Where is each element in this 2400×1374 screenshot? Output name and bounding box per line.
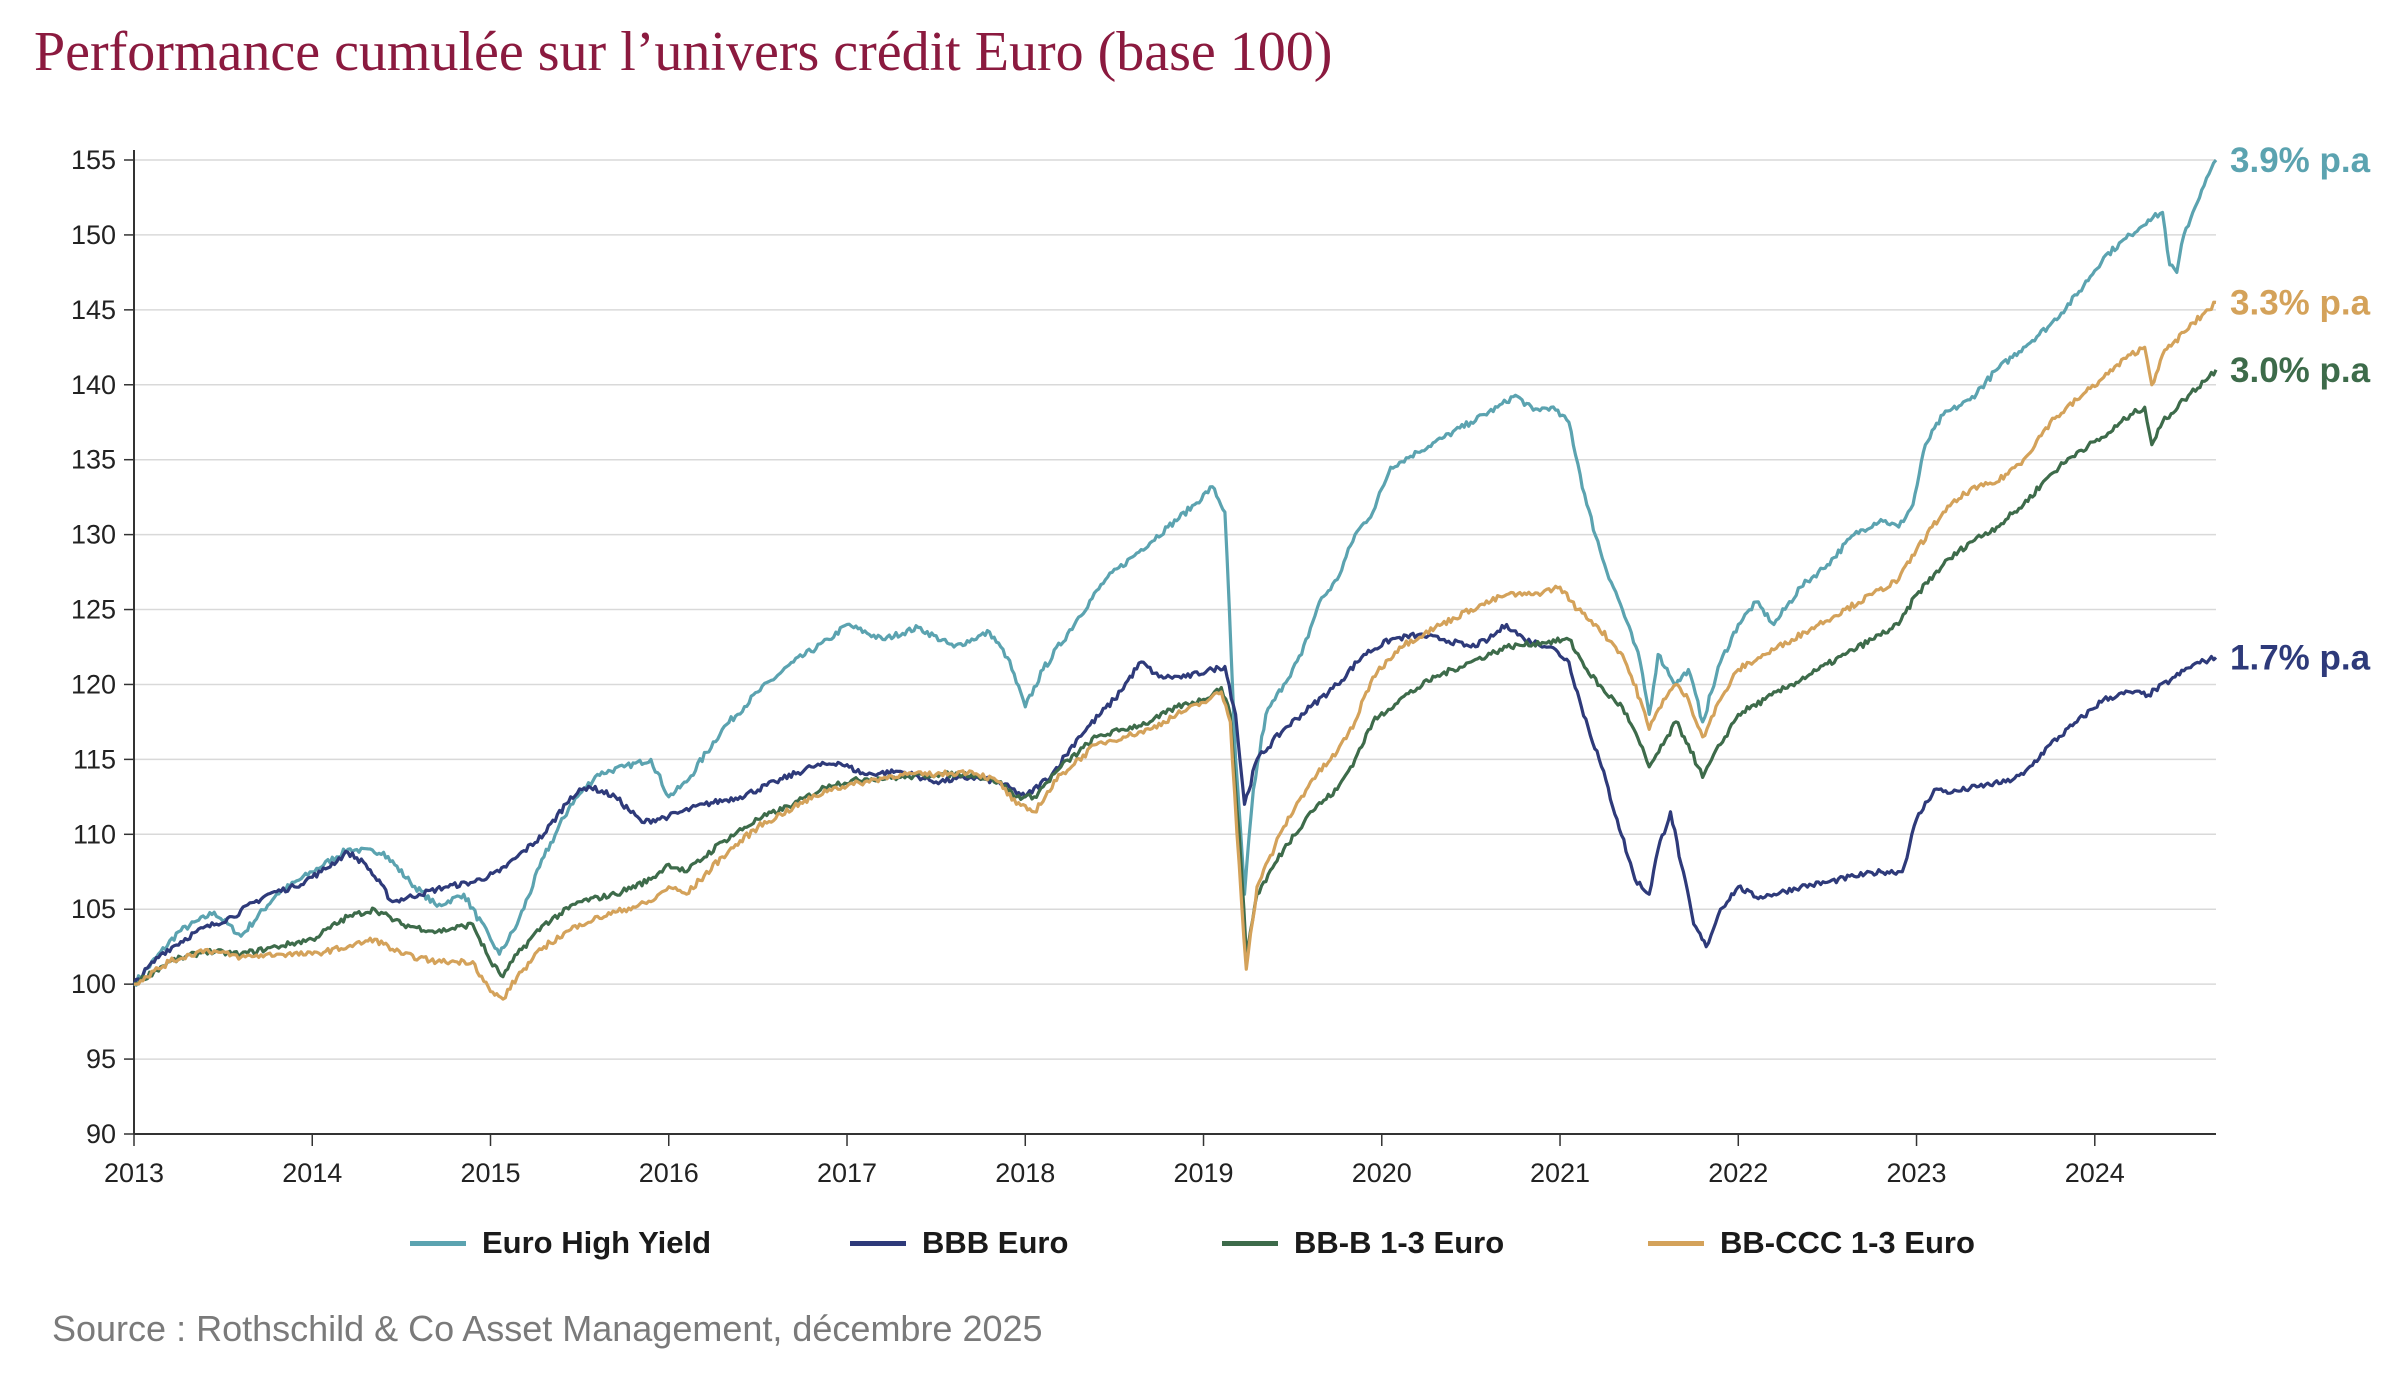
y-tick-label: 110	[73, 819, 116, 849]
legend-label: BB-B 1-3 Euro	[1294, 1225, 1505, 1260]
x-tick-label: 2016	[639, 1158, 699, 1188]
x-tick-label: 2015	[460, 1158, 520, 1188]
series-lines	[132, 159, 2218, 1001]
legend-swatch	[1222, 1240, 1278, 1246]
legend-label: Euro High Yield	[482, 1225, 712, 1260]
y-tick-label: 135	[71, 445, 116, 475]
end-label: 3.9% p.a	[2230, 141, 2371, 180]
y-tick-label: 155	[71, 145, 116, 175]
legend-swatch	[410, 1240, 466, 1246]
series-line-1	[132, 622, 2218, 985]
x-tick-label: 2018	[995, 1158, 1055, 1188]
x-tick-label: 2021	[1530, 1158, 1590, 1188]
end-label: 1.7% p.a	[2230, 638, 2371, 677]
legend-swatch	[850, 1240, 906, 1246]
y-tick-label: 130	[71, 520, 116, 550]
legend-item-bb-ccc-1-3-euro: BB-CCC 1-3 Euro	[1648, 1218, 1975, 1268]
series-line-0	[133, 159, 2218, 987]
y-tick-label: 145	[71, 295, 116, 325]
source-note: Source : Rothschild & Co Asset Managemen…	[52, 1308, 1043, 1349]
y-tick-label: 125	[71, 595, 116, 625]
x-tick-label: 2019	[1173, 1158, 1233, 1188]
y-tick-label: 115	[73, 744, 116, 774]
gridlines	[134, 159, 2216, 1060]
y-tick-label: 120	[71, 669, 116, 699]
x-tick-label: 2013	[104, 1158, 164, 1188]
y-tick-label: 150	[71, 220, 116, 250]
x-tick-label: 2017	[817, 1158, 877, 1188]
legend-item-euro-high-yield: Euro High Yield	[410, 1218, 711, 1268]
legend-label: BBB Euro	[922, 1225, 1069, 1260]
y-tick-label: 90	[86, 1119, 116, 1149]
x-tick-label: 2024	[2065, 1158, 2125, 1188]
legend-swatch	[1648, 1240, 1704, 1246]
series-line-3	[133, 300, 2217, 1001]
legend-item-bb-b-1-3-euro: BB-B 1-3 Euro	[1222, 1218, 1504, 1268]
y-tick-label: 100	[71, 969, 116, 999]
y-tick-label: 105	[71, 894, 116, 924]
x-tick-label: 2023	[1886, 1158, 1946, 1188]
y-tick-label: 140	[71, 370, 116, 400]
series-line-2	[133, 369, 2218, 986]
legend: Euro High Yield BBB Euro BB-B 1-3 Euro B…	[0, 1218, 2400, 1268]
x-tick-label: 2020	[1352, 1158, 1412, 1188]
legend-item-bbb-euro: BBB Euro	[850, 1218, 1068, 1268]
x-tick-label: 2014	[282, 1158, 342, 1188]
legend-label: BB-CCC 1-3 Euro	[1720, 1225, 1975, 1260]
y-tick-label: 95	[86, 1044, 116, 1074]
end-label: 3.0% p.a	[2230, 351, 2371, 390]
end-label: 3.3% p.a	[2230, 283, 2371, 322]
x-tick-label: 2022	[1708, 1158, 1768, 1188]
chart-title: Performance cumulée sur l’univers crédit…	[34, 21, 1333, 83]
end-labels: 3.9% p.a 1.7% p.a 3.0% p.a 3.3% p.a	[2230, 141, 2371, 677]
axes: 90 95 100 105 110 115 120 125 130 135 140 145 150 155…	[71, 145, 2216, 1188]
